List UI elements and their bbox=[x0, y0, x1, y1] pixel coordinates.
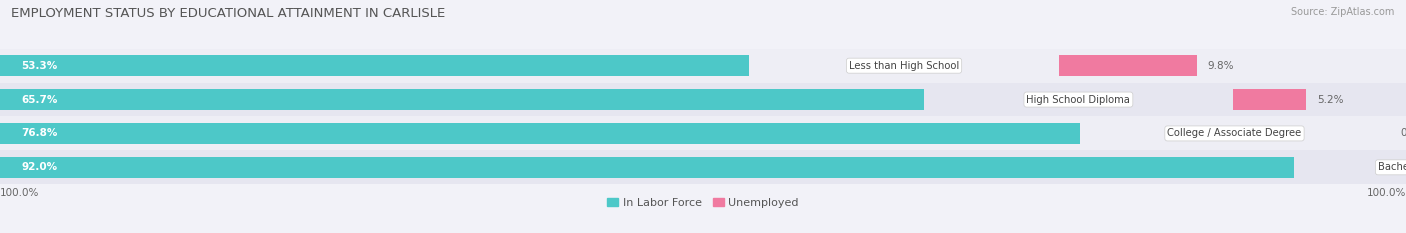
Text: College / Associate Degree: College / Associate Degree bbox=[1167, 128, 1302, 138]
Text: High School Diploma: High School Diploma bbox=[1026, 95, 1130, 105]
Text: 100.0%: 100.0% bbox=[0, 188, 39, 198]
Bar bbox=[0, 89, 924, 110]
Bar bbox=[1059, 55, 1197, 76]
Bar bbox=[0, 116, 1406, 150]
Bar bbox=[0, 49, 1406, 83]
Text: 5.2%: 5.2% bbox=[1317, 95, 1344, 105]
Text: 53.3%: 53.3% bbox=[21, 61, 58, 71]
Bar bbox=[1233, 89, 1306, 110]
Text: 100.0%: 100.0% bbox=[1367, 188, 1406, 198]
Text: 65.7%: 65.7% bbox=[21, 95, 58, 105]
Text: 92.0%: 92.0% bbox=[21, 162, 58, 172]
Text: Less than High School: Less than High School bbox=[849, 61, 959, 71]
Text: Bachelor’s Degree or higher: Bachelor’s Degree or higher bbox=[1378, 162, 1406, 172]
Bar bbox=[0, 157, 1294, 178]
Text: EMPLOYMENT STATUS BY EDUCATIONAL ATTAINMENT IN CARLISLE: EMPLOYMENT STATUS BY EDUCATIONAL ATTAINM… bbox=[11, 7, 446, 20]
Text: 9.8%: 9.8% bbox=[1208, 61, 1234, 71]
Text: Source: ZipAtlas.com: Source: ZipAtlas.com bbox=[1291, 7, 1395, 17]
Bar bbox=[0, 55, 749, 76]
Text: 76.8%: 76.8% bbox=[21, 128, 58, 138]
Legend: In Labor Force, Unemployed: In Labor Force, Unemployed bbox=[603, 193, 803, 212]
Bar bbox=[0, 123, 1080, 144]
Bar bbox=[0, 83, 1406, 116]
Bar bbox=[0, 150, 1406, 184]
Text: 0.0%: 0.0% bbox=[1400, 128, 1406, 138]
